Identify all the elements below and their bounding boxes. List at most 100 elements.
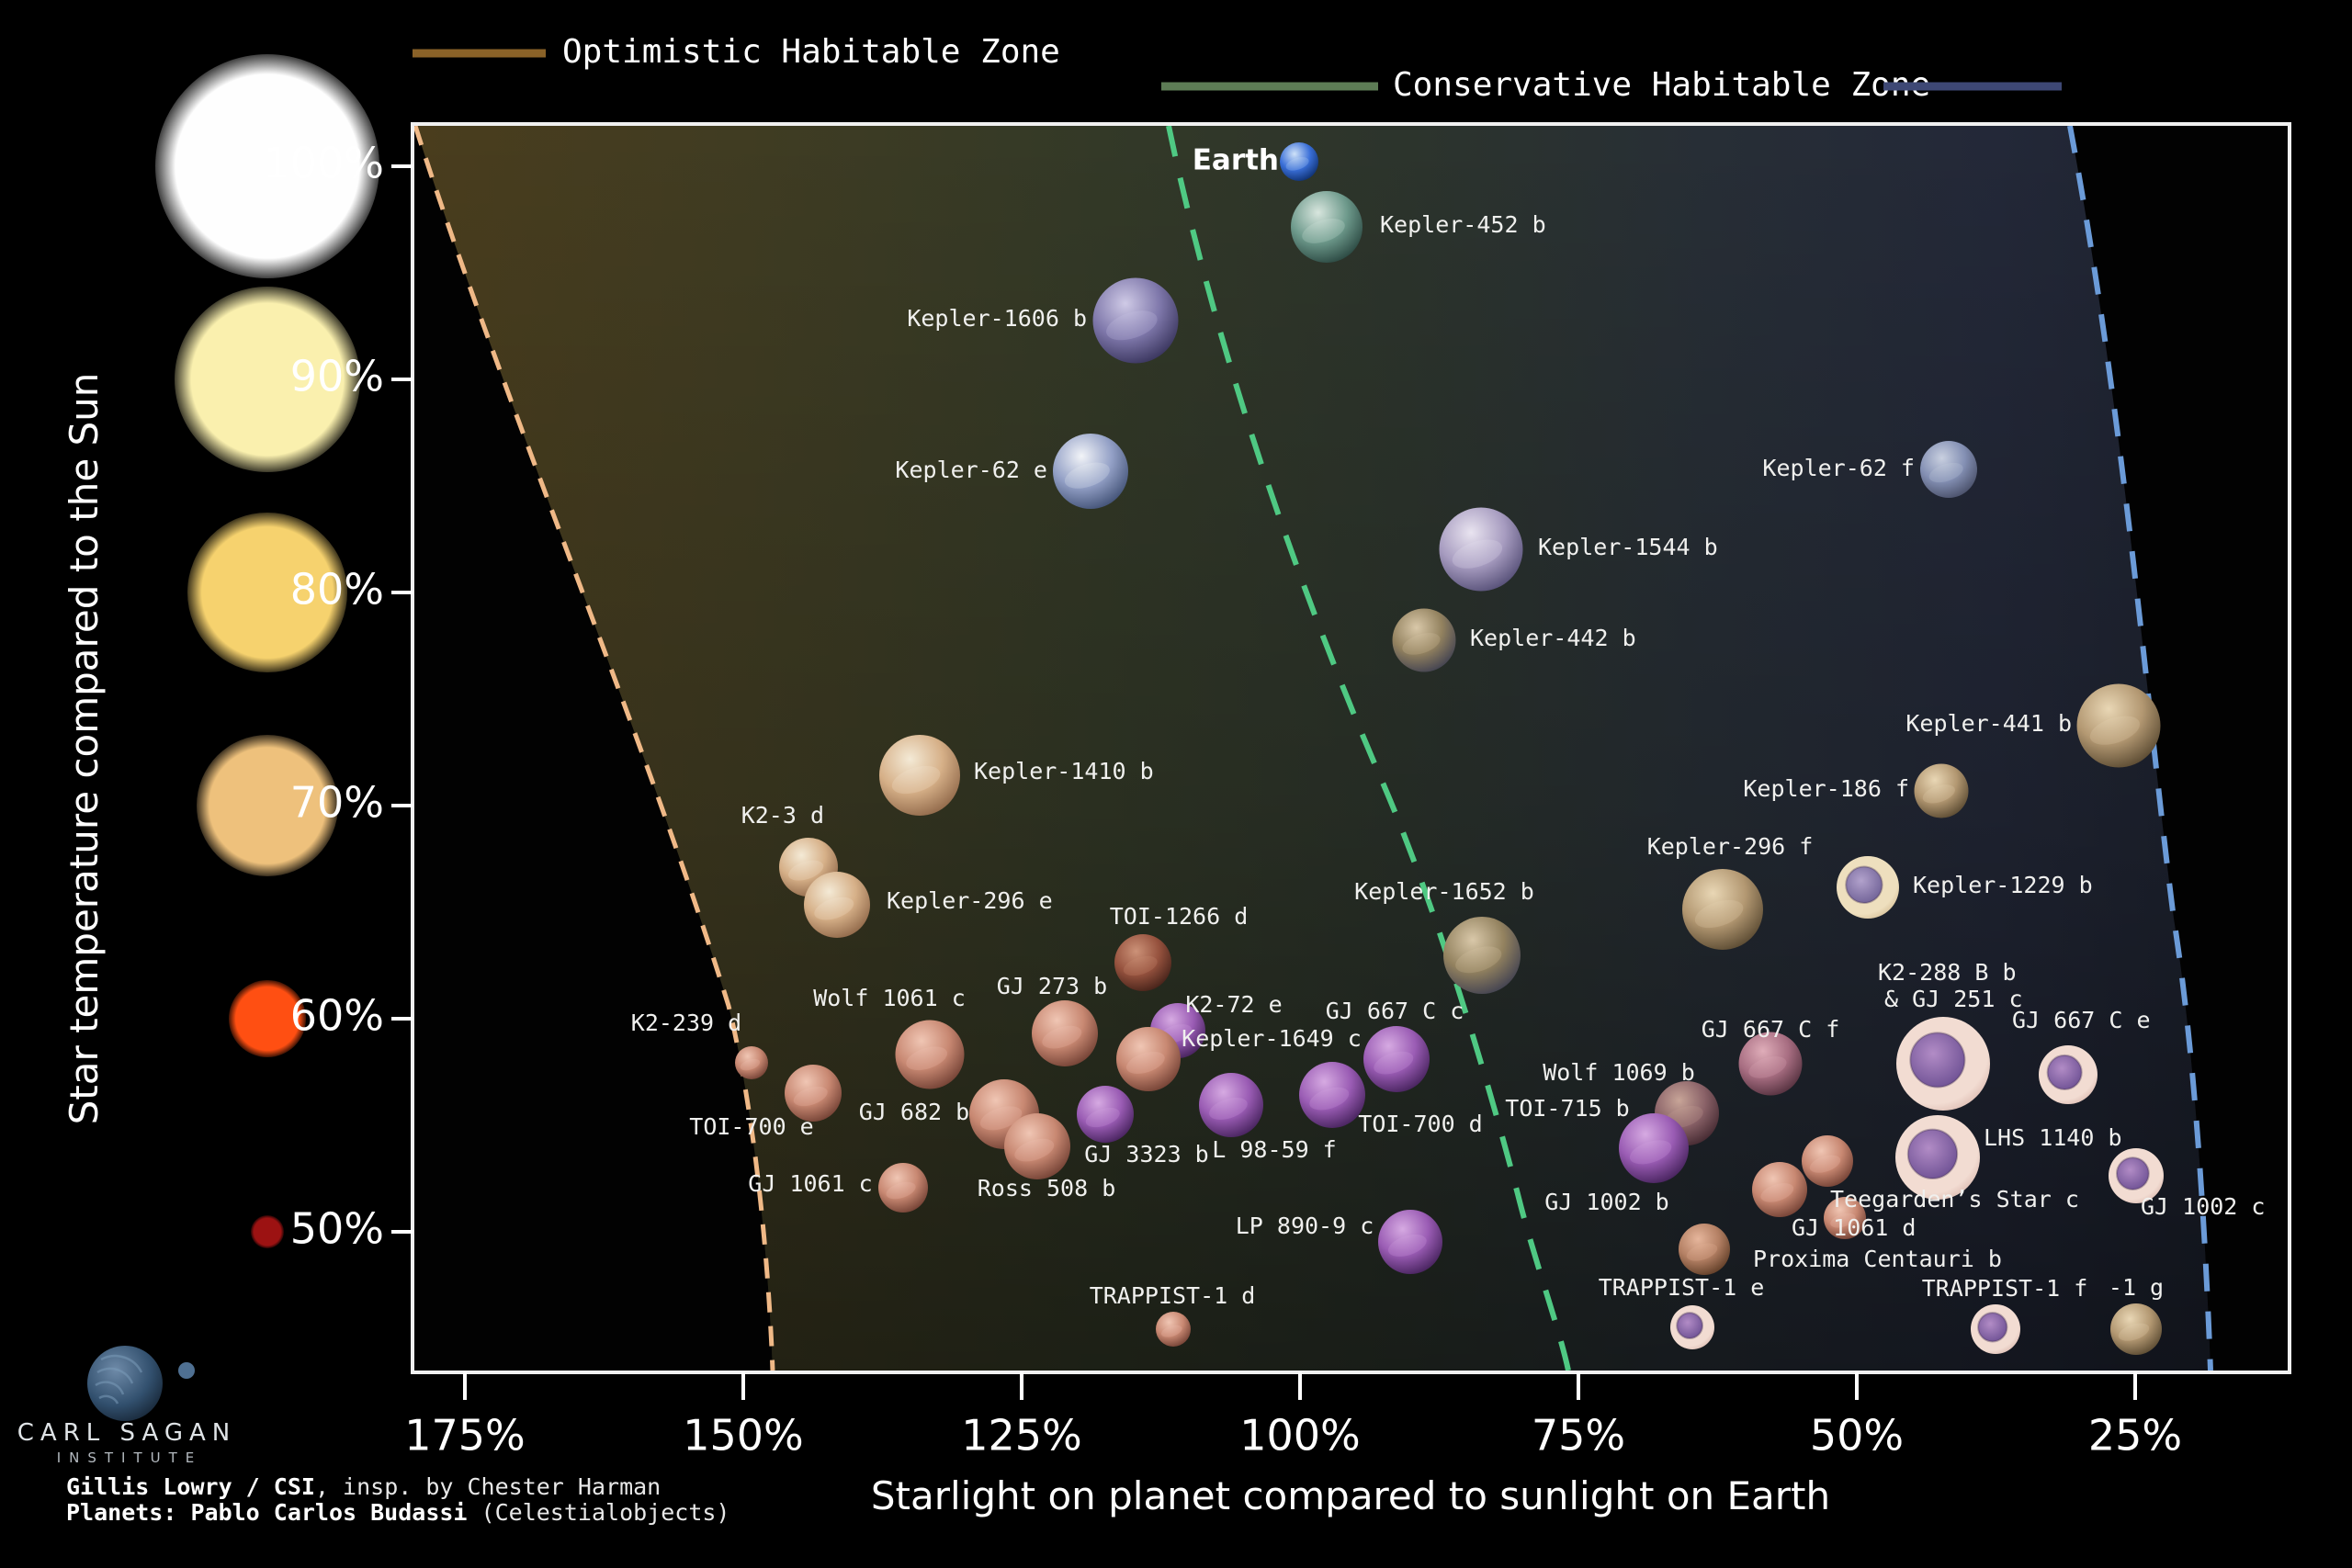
optimistic-outer-boundary-dash bbox=[2067, 125, 2213, 1371]
credit-line-1: Gillis Lowry / CSI, insp. by Chester Har… bbox=[66, 1473, 661, 1500]
planet-kepler-441-b bbox=[2076, 683, 2161, 768]
planet-trappist-1-g bbox=[2110, 1303, 2162, 1355]
x-axis: 175% 150% 125% 100% 75% 50% 25% bbox=[404, 1372, 2182, 1461]
planet-l-98-59-f bbox=[1199, 1073, 1263, 1137]
credit-inspiration: , insp. by Chester Harman bbox=[315, 1473, 661, 1500]
planet-label-earth: Earth bbox=[1193, 144, 1279, 177]
planet-label-gj-251-c: & GJ 251 c bbox=[1884, 986, 2023, 1012]
planets-layer bbox=[735, 142, 2164, 1355]
star-swatch-100 bbox=[155, 54, 379, 278]
x-tick-label-50: 50% bbox=[1810, 1411, 1904, 1461]
csi-logo-moon bbox=[178, 1362, 195, 1379]
planet-trappist-1-e bbox=[1670, 1305, 1714, 1349]
planet-label-k2-239-d: K2-239 d bbox=[631, 1010, 741, 1036]
planet-label-kepler-62-e: Kepler-62 e bbox=[895, 457, 1047, 483]
planet-label-gj-3323-b: GJ 3323 b bbox=[1084, 1141, 1208, 1168]
star-swatch-80 bbox=[187, 513, 347, 672]
planet-label-l-98-59-f: L 98-59 f bbox=[1212, 1136, 1336, 1163]
planet-label-kepler-296-e: Kepler-296 e bbox=[887, 887, 1053, 914]
x-tick-label-100: 100% bbox=[1239, 1411, 1361, 1461]
planet-label-wolf-1061-c: Wolf 1061 c bbox=[813, 985, 966, 1011]
csi-logo: CARL SAGAN INSTITUTE bbox=[17, 1346, 236, 1466]
planet-label-1-g: -1 g bbox=[2109, 1274, 2164, 1301]
planet-label-gj-682-b: GJ 682 b bbox=[859, 1099, 969, 1125]
planet-trappist-1-d bbox=[1156, 1312, 1191, 1347]
credit-planets-source: (Celestialobjects) bbox=[468, 1499, 730, 1526]
planet-kepler-1606-b bbox=[1092, 277, 1179, 364]
planet-labels-layer: Earth Kepler-452 b Kepler-1606 b Kepler-62 … bbox=[631, 144, 2266, 1310]
planet-toi-700-e bbox=[785, 1065, 842, 1122]
planet-label-k2-72-e: K2-72 e bbox=[1185, 991, 1282, 1018]
planet-label-kepler-1649-c: Kepler-1649 c bbox=[1182, 1025, 1362, 1052]
planet-gj-667-c-f bbox=[1738, 1032, 1803, 1096]
y-tick-label-70: 70% bbox=[290, 778, 384, 828]
planet-label-kepler-296-f: Kepler-296 f bbox=[1647, 833, 1814, 860]
planet-kepler-296-f bbox=[1682, 869, 1763, 950]
legend: Optimistic Habitable Zone Conservative H… bbox=[413, 33, 2062, 104]
planet-label-kepler-1652-b: Kepler-1652 b bbox=[1354, 878, 1534, 905]
planet-label-kepler-62-f: Kepler-62 f bbox=[1762, 455, 1915, 481]
credit-planets-artist: Planets: Pablo Carlos Budassi bbox=[66, 1499, 468, 1526]
credit-line-2: Planets: Pablo Carlos Budassi (Celestial… bbox=[66, 1499, 729, 1526]
planet-trappist-1-f bbox=[1971, 1304, 2020, 1354]
planet-label-gj-667-c-c: GJ 667 C c bbox=[1326, 998, 1464, 1024]
planet-label-kepler-186-f: Kepler-186 f bbox=[1743, 775, 1909, 802]
x-tick-label-75: 75% bbox=[1532, 1411, 1625, 1461]
planet-gj-1002-b bbox=[1679, 1224, 1730, 1275]
planet-label-gj-1061-d: GJ 1061 d bbox=[1792, 1214, 1916, 1241]
planet-label-kepler-1410-b: Kepler-1410 b bbox=[974, 758, 1154, 784]
planet-kepler-296-e bbox=[804, 872, 870, 938]
planet-gj-1061-c bbox=[878, 1163, 928, 1213]
planet-ross-508-b bbox=[1004, 1113, 1070, 1179]
csi-logo-name: CARL SAGAN bbox=[17, 1419, 236, 1447]
planet-teegarden-s-star-c bbox=[1802, 1135, 1853, 1187]
planet-wolf-1061-c bbox=[895, 1020, 965, 1089]
x-tick-label-175: 175% bbox=[404, 1411, 526, 1461]
star-swatch-60 bbox=[229, 980, 306, 1057]
y-tick-label-80: 80% bbox=[290, 565, 384, 615]
planet-label-trappist-1-d: TRAPPIST-1 d bbox=[1090, 1282, 1256, 1309]
planet-label-kepler-442-b: Kepler-442 b bbox=[1470, 625, 1636, 651]
planet-kepler-1649-c bbox=[1116, 1027, 1181, 1091]
planet-label-kepler-441-b: Kepler-441 b bbox=[1905, 710, 2072, 737]
planet-lp-890-9-c bbox=[1378, 1210, 1442, 1274]
conservative-zone-label: Conservative Habitable Zone bbox=[1393, 66, 1930, 104]
planet-label-kepler-1606-b: Kepler-1606 b bbox=[907, 305, 1087, 332]
planet-gj-667-c-c bbox=[1363, 1026, 1430, 1092]
planet-label-lhs-1140-b: LHS 1140 b bbox=[1984, 1124, 2122, 1151]
planet-label-kepler-452-b: Kepler-452 b bbox=[1380, 211, 1546, 238]
planet-kepler-186-f bbox=[1914, 763, 1969, 818]
y-tick-label-90: 90% bbox=[290, 352, 384, 401]
planet-label-trappist-1-f: TRAPPIST-1 f bbox=[1922, 1275, 2088, 1302]
planet-label-teegarden-s-star-c: Teegarden’s Star c bbox=[1830, 1186, 2079, 1213]
planet-label-gj-273-b: GJ 273 b bbox=[997, 973, 1107, 999]
planet-label-proxima-centauri-b: Proxima Centauri b bbox=[1753, 1246, 2002, 1272]
planet-kepler-1652-b bbox=[1443, 917, 1521, 994]
planet-kepler-1544-b bbox=[1439, 507, 1523, 592]
planet-label-kepler-1229-b: Kepler-1229 b bbox=[1913, 872, 2093, 898]
planet-gj-667-c-e bbox=[2039, 1045, 2098, 1104]
planet-toi-1266-d bbox=[1114, 934, 1171, 991]
x-axis-title: Starlight on planet compared to sunlight… bbox=[871, 1473, 1830, 1518]
planet-label-gj-667-c-f: GJ 667 C f bbox=[1702, 1016, 1840, 1043]
planet-toi-700-d bbox=[1299, 1062, 1365, 1128]
planet-earth bbox=[1280, 142, 1318, 181]
planet-kepler-442-b bbox=[1392, 608, 1456, 672]
planet-label-gj-1002-b: GJ 1002 b bbox=[1544, 1189, 1668, 1215]
y-tick-label-100: 100% bbox=[263, 139, 384, 188]
planet-k2-288-b-b-gj-251-c bbox=[1896, 1017, 1990, 1111]
conservative-boundary-dash bbox=[1166, 125, 1571, 1371]
planet-label-trappist-1-e: TRAPPIST-1 e bbox=[1599, 1274, 1765, 1301]
planet-kepler-1229-b bbox=[1837, 856, 1899, 919]
csi-logo-planet bbox=[87, 1346, 163, 1421]
planet-label-ross-508-b: Ross 508 b bbox=[978, 1175, 1116, 1201]
planet-label-k2-3-d: K2-3 d bbox=[741, 802, 824, 829]
planet-label-lp-890-9-c: LP 890-9 c bbox=[1236, 1213, 1374, 1239]
csi-logo-fingerprint-lines bbox=[95, 1354, 143, 1404]
optimistic-inner-boundary-dash bbox=[413, 125, 775, 1371]
y-axis-title: Star temperature compared to the Sun bbox=[62, 373, 107, 1125]
planet-proxima-centauri-b bbox=[1824, 1197, 1866, 1239]
planet-kepler-62-f bbox=[1920, 441, 1977, 498]
